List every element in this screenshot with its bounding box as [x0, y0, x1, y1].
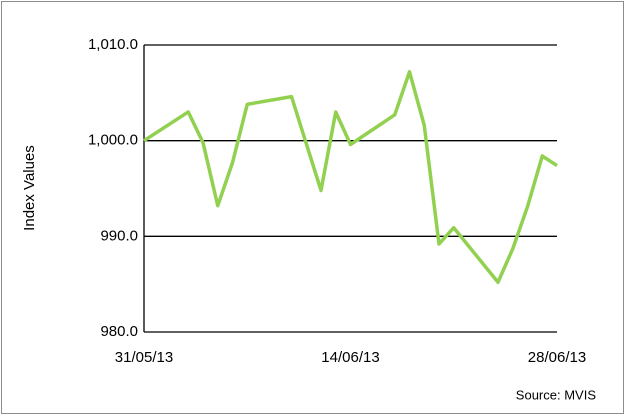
y-tick-label: 1,010.0 — [88, 36, 138, 53]
x-tick-label: 14/06/13 — [321, 349, 379, 366]
x-tick-label: 28/06/13 — [528, 349, 586, 366]
y-tick-label: 1,000.0 — [88, 132, 138, 149]
y-axis-label: Index Values — [21, 145, 38, 231]
data-line — [143, 70, 558, 285]
source-note: Source: MVIS — [516, 387, 597, 402]
y-tick-label: 980.0 — [100, 323, 138, 340]
x-tick-label: 31/05/13 — [115, 349, 173, 366]
y-tick-label: 990.0 — [100, 227, 138, 244]
